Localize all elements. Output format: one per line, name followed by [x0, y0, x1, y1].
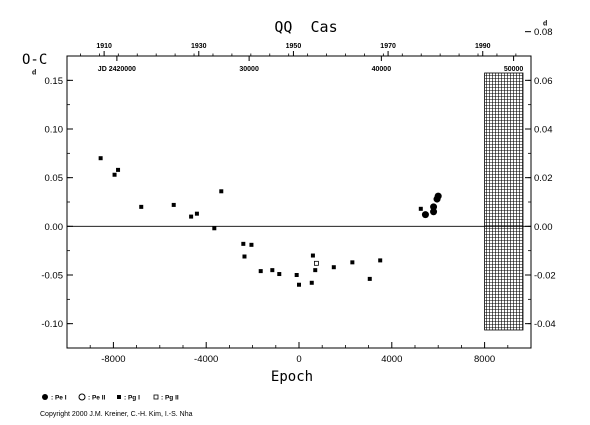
x-axis-label: Epoch: [271, 369, 313, 385]
point-pg1: [171, 202, 176, 207]
y-tick-label-right: 0.08: [534, 27, 553, 38]
jd-tick-label: 50000: [504, 66, 524, 73]
y-tick-label-left: 0.10: [45, 125, 64, 136]
y-tick-label-right: -0.04: [534, 319, 556, 330]
point-pg1: [350, 260, 355, 265]
copyright-text: Copyright 2000 J.M. Kreiner, C.-H. Kim, …: [40, 411, 193, 418]
point-pg1: [310, 253, 315, 258]
axis-ticks: -8000 -4000 0 4000 8000 -0.10 -0.05 0.00 0.05 0.1…: [32, 21, 556, 365]
year-tick-label: 1910: [96, 43, 112, 50]
point-pe1: [421, 211, 429, 219]
jd-tick-label: JD 2420000: [98, 66, 136, 73]
jd-tick-label: 30000: [239, 66, 259, 73]
data-points: [98, 156, 442, 287]
x-tick-label: -8000: [101, 354, 125, 365]
y-tick-label-right: 0.00: [534, 222, 553, 233]
future-epoch-region: [484, 72, 524, 331]
y-tick-label-right: -0.02: [534, 271, 556, 282]
y-tick-label-left: 0.05: [45, 173, 64, 184]
legend-marker-pe1: [42, 394, 48, 400]
y-axis-label: O-C: [22, 52, 47, 68]
point-pg1: [98, 156, 103, 161]
point-pg1: [249, 242, 254, 247]
legend-label-pe2: : Pe II: [88, 395, 106, 402]
y-tick-label-left: 0.00: [45, 222, 64, 233]
point-pg1: [331, 265, 336, 270]
year-tick-label: 1990: [475, 43, 491, 50]
point-pg1: [112, 172, 117, 177]
y-tick-label-right: 0.04: [534, 125, 553, 136]
point-pg1: [139, 204, 144, 209]
y-tick-label-left: 0.15: [45, 76, 64, 87]
year-tick-label: 1970: [380, 43, 396, 50]
x-tick-label: 8000: [474, 354, 495, 365]
point-pg1: [219, 189, 224, 194]
point-pe1: [430, 208, 438, 216]
point-pg1: [313, 268, 318, 273]
legend: : Pe I : Pe II : Pg I : Pg II: [42, 393, 179, 402]
legend-label-pg1: : Pg I: [124, 395, 140, 402]
point-pg1: [294, 273, 299, 277]
right-unit-superscript: d: [543, 21, 547, 28]
year-tick-label: 1950: [286, 43, 302, 50]
point-pg1: [297, 282, 301, 287]
y-tick-label-right: 0.06: [534, 76, 553, 87]
x-tick-label: 0: [296, 354, 301, 365]
plot-frame: [66, 55, 532, 349]
point-pg1: [378, 258, 383, 263]
legend-marker-pg2: [153, 394, 159, 400]
point-pg2: [313, 260, 319, 266]
point-pg1: [212, 226, 217, 231]
left-unit-superscript: d: [32, 69, 36, 76]
x-tick-label: -4000: [194, 354, 218, 365]
point-pg1: [258, 269, 263, 274]
future-hatched-block: [484, 72, 524, 331]
point-pg1: [242, 254, 247, 259]
point-pg1: [116, 167, 121, 172]
y-tick-label-right: 0.02: [534, 173, 553, 184]
point-pg1: [241, 241, 246, 246]
point-pg1: [189, 214, 194, 219]
point-pe1: [434, 192, 442, 200]
y-tick-label-left: -0.05: [41, 271, 63, 282]
chart-title: QQ Cas: [274, 18, 337, 36]
point-pg1: [270, 268, 275, 273]
point-pg1: [367, 276, 372, 281]
legend-label-pe1: : Pe I: [51, 395, 67, 402]
point-pe1: [430, 203, 438, 211]
legend-marker-pg1: [117, 395, 121, 399]
jd-tick-label: 40000: [372, 66, 392, 73]
point-pg1: [277, 272, 282, 277]
point-pg1: [194, 211, 199, 216]
legend-label-pg2: : Pg II: [161, 395, 179, 402]
y-tick-label-left: -0.10: [41, 319, 63, 330]
x-tick-label: 4000: [381, 354, 402, 365]
year-tick-label: 1930: [191, 43, 207, 50]
point-pg1: [418, 206, 423, 211]
legend-marker-pe2: [78, 393, 86, 401]
point-pg1: [309, 280, 314, 285]
